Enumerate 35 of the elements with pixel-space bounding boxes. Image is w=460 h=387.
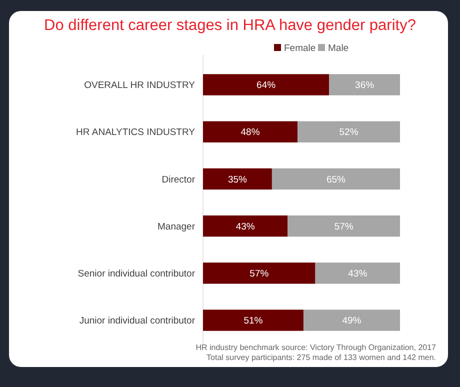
data-label: 36% [355, 80, 375, 92]
chart-title: Do different career stages in HRA have gender parity? [44, 17, 416, 34]
data-label: 35% [228, 174, 248, 186]
bar [203, 310, 304, 331]
data-label: 57% [334, 221, 354, 232]
y-tick-label: Senior individual contributor [78, 268, 195, 280]
y-tick-label: Junior individual contributor [79, 316, 195, 327]
annotation: HR industry benchmark source: Victory Through Organization, 2017 [196, 343, 437, 352]
bar [315, 262, 400, 284]
y-tick-label: Director [162, 174, 195, 186]
y-tick-label: Manager [158, 221, 195, 232]
data-label: 48% [240, 127, 260, 138]
text: Total survey participants: 275 made of 133 women and 142 men. [206, 353, 436, 362]
data-label: 43% [348, 268, 368, 280]
bar [272, 168, 400, 190]
data-label: 64% [256, 80, 276, 92]
bar [288, 215, 400, 237]
data-label: 51% [244, 316, 264, 327]
bar [203, 215, 288, 237]
data-label: 43% [236, 221, 256, 232]
data-label: 65% [326, 174, 346, 186]
bar [203, 74, 330, 96]
bar [203, 121, 298, 142]
bar [203, 168, 272, 190]
bar [203, 262, 316, 284]
legend-label: Female [284, 43, 316, 54]
bar [329, 74, 400, 96]
bar [303, 310, 400, 331]
bar [298, 121, 400, 142]
y-tick-label: HR ANALYTICS INDUSTRY [76, 127, 196, 138]
data-label: 49% [342, 316, 362, 327]
data-label: 57% [250, 268, 270, 280]
y-tick-label: OVERALL HR INDUSTRY [84, 80, 196, 92]
data-label: 52% [339, 127, 359, 138]
legend-label: Male [328, 43, 349, 54]
